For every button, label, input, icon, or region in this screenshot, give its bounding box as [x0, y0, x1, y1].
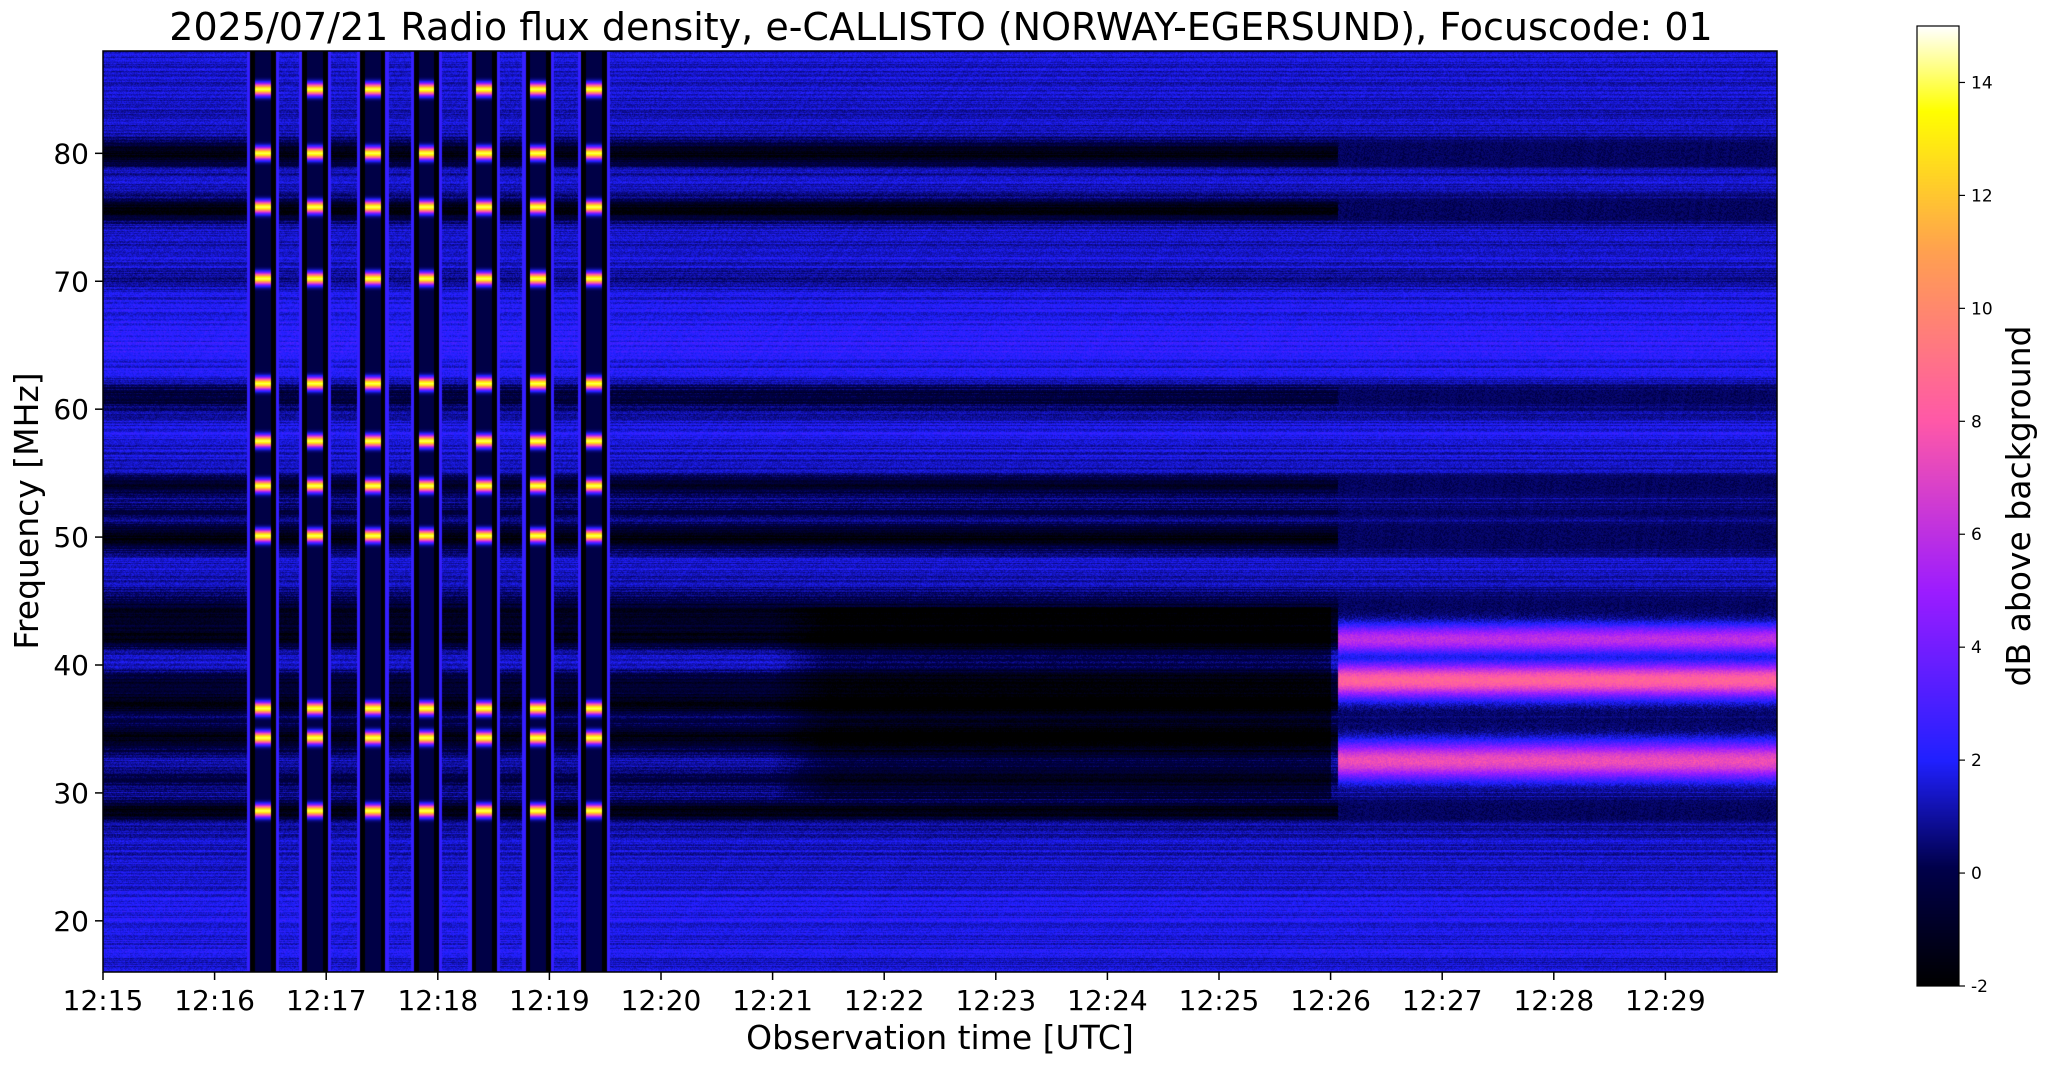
colorbar-tick-label: 8 — [1971, 412, 1982, 432]
y-tick-label: 30 — [53, 777, 89, 810]
x-tick-label: 12:19 — [509, 984, 590, 1017]
colorbar-tick-label: 12 — [1971, 186, 1993, 206]
x-tick-label: 12:27 — [1402, 984, 1483, 1017]
plot-frame — [102, 50, 1778, 973]
colorbar-tick-label: 6 — [1971, 525, 1982, 545]
x-tick-label: 12:18 — [397, 984, 478, 1017]
y-tick-label: 20 — [53, 905, 89, 938]
colorbar-label: dB above background — [1999, 326, 2038, 687]
x-tick-label: 12:28 — [1513, 984, 1594, 1017]
x-tick-label: 12:25 — [1179, 984, 1260, 1017]
colorbar-tick-label: 2 — [1971, 751, 1982, 771]
x-axis-label: Observation time [UTC] — [746, 1018, 1134, 1057]
y-axis-ticks: 20 30 40 50 60 70 80 — [53, 137, 103, 938]
colorbar-frame — [1916, 25, 1960, 987]
x-tick-label: 12:15 — [63, 984, 144, 1017]
y-tick-label: 50 — [53, 521, 89, 554]
colorbar-tick-label: 10 — [1971, 299, 1993, 319]
x-tick-label: 12:22 — [844, 984, 925, 1017]
colorbar: -2 0 2 4 6 8 10 12 14 dB above background — [1916, 25, 2038, 997]
x-tick-label: 12:29 — [1625, 984, 1706, 1017]
x-tick-label: 12:17 — [286, 984, 367, 1017]
colorbar-tick-label: -2 — [1971, 977, 1988, 997]
colorbar-tick-label: 14 — [1971, 73, 1993, 93]
x-tick-label: 12:23 — [955, 984, 1036, 1017]
y-tick-label: 40 — [53, 649, 89, 682]
x-tick-label: 12:26 — [1290, 984, 1371, 1017]
colorbar-ticks: -2 0 2 4 6 8 10 12 14 — [1959, 73, 1993, 997]
x-axis-ticks: 12:15 12:16 12:17 12:18 12:19 12:20 12:21 12:22… — [63, 972, 1706, 1017]
x-tick-label: 12:21 — [732, 984, 813, 1017]
y-tick-label: 70 — [53, 265, 89, 298]
y-tick-label: 80 — [53, 137, 89, 170]
x-tick-label: 12:16 — [174, 984, 255, 1017]
plot-area — [102, 50, 1778, 973]
spectrogram-heatmap — [103, 51, 1777, 972]
colorbar-tick-label: 4 — [1971, 638, 1982, 658]
y-tick-label: 60 — [53, 393, 89, 426]
x-tick-label: 12:20 — [621, 984, 702, 1017]
colorbar-tick-label: 0 — [1971, 864, 1982, 884]
y-axis-label: Frequency [MHz] — [7, 372, 46, 649]
colorbar-gradient — [1917, 26, 1959, 986]
chart-title: 2025/07/21 Radio flux density, e-CALLIST… — [169, 5, 1712, 49]
x-tick-label: 12:24 — [1067, 984, 1148, 1017]
